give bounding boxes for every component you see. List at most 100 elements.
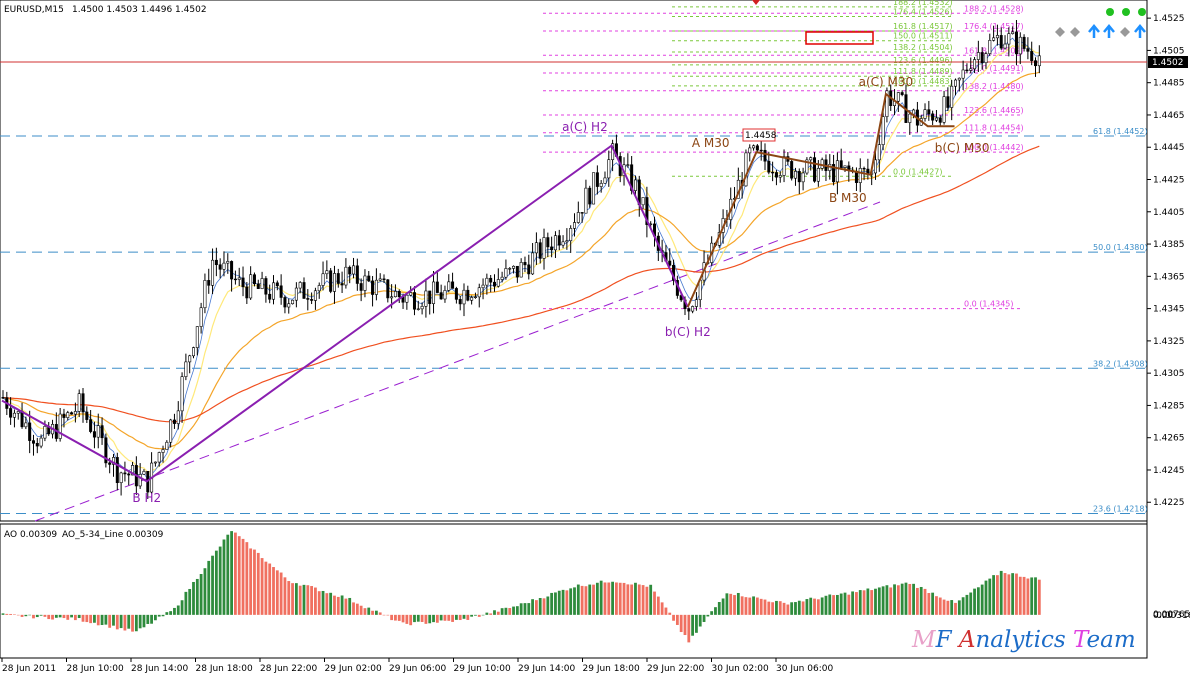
candle-body xyxy=(1018,36,1022,55)
x-tick-label: 29 Jun 14:00 xyxy=(518,664,575,674)
candle-body xyxy=(363,275,367,291)
candle-body xyxy=(466,289,470,301)
target-zone-box[interactable] xyxy=(805,31,874,45)
ao-bar xyxy=(843,592,847,615)
candlesticks xyxy=(1,20,1041,500)
candle-body xyxy=(66,412,70,418)
ao-bar xyxy=(70,614,73,618)
candle-body xyxy=(592,172,596,205)
candle-body xyxy=(62,413,66,418)
candle-body xyxy=(222,262,226,270)
candle-body xyxy=(39,437,43,447)
candle-body xyxy=(931,113,935,121)
ao-bar xyxy=(584,586,588,615)
ao-bar xyxy=(188,588,192,615)
ao-bar xyxy=(28,614,32,616)
ao-bar xyxy=(5,613,9,615)
ao-bar xyxy=(150,614,153,624)
candle-body xyxy=(359,283,363,291)
y-tick-label: 1.4245 xyxy=(1153,466,1185,476)
candle-body xyxy=(1,397,5,399)
candle-body xyxy=(908,113,912,123)
candle-body xyxy=(252,274,256,285)
y-tick-label: 1.4485 xyxy=(1153,79,1185,89)
candle-body xyxy=(16,411,20,414)
ao-bar xyxy=(279,572,283,615)
candle-body xyxy=(108,462,112,465)
ao-bar xyxy=(123,614,127,631)
candle-body xyxy=(329,270,333,292)
ao-bar xyxy=(371,610,374,615)
ao-bar xyxy=(13,614,16,615)
candle-body xyxy=(687,308,691,312)
x-tick-label: 28 Jun 2011 xyxy=(2,664,56,674)
candle-body xyxy=(626,164,630,166)
candle-body xyxy=(211,259,215,286)
ao-bar xyxy=(1015,573,1018,615)
x-tick-label: 30 Jun 02:00 xyxy=(712,664,769,674)
x-tick-label: 28 Jun 14:00 xyxy=(131,664,188,674)
ao-bar xyxy=(451,614,454,622)
ao-bar xyxy=(744,597,748,615)
candle-body xyxy=(1030,51,1034,61)
candle-body xyxy=(138,474,142,487)
wave-lines xyxy=(1,92,955,483)
candle-body xyxy=(420,306,424,310)
candle-body xyxy=(1011,31,1015,34)
candle-body xyxy=(542,237,546,259)
ao-bar xyxy=(218,546,222,615)
candle-body xyxy=(550,246,554,251)
ao-bar xyxy=(1,613,5,615)
candle-body xyxy=(492,281,496,287)
y-tick-label: 1.4385 xyxy=(1153,240,1185,250)
trend-line-dashed[interactable] xyxy=(34,201,881,522)
candle-body xyxy=(832,164,836,183)
ao-bar xyxy=(687,614,691,643)
ao-tick-label: 0.00 xyxy=(1153,611,1173,621)
ao-bar xyxy=(931,592,935,615)
ao-bar xyxy=(855,592,858,615)
ao-bar xyxy=(615,582,618,615)
candle-body xyxy=(397,291,401,298)
candle-body xyxy=(207,280,211,286)
ao-bar xyxy=(607,582,611,615)
ao-bar xyxy=(466,614,470,620)
main-pane[interactable] xyxy=(0,0,1148,522)
arrow-up-icon xyxy=(1134,24,1146,38)
candle-body xyxy=(694,299,698,307)
candle-body xyxy=(233,278,237,281)
ao-bar xyxy=(428,614,432,624)
candle-body xyxy=(226,261,230,264)
candle-body xyxy=(12,412,16,418)
candle-body xyxy=(184,361,188,377)
ao-value-label: AO 0.00309 xyxy=(4,530,57,540)
candle-body xyxy=(1007,33,1011,45)
ao-bar xyxy=(9,613,13,615)
ao-bar xyxy=(786,604,790,615)
candle-body xyxy=(515,265,519,278)
candle-body xyxy=(976,52,980,60)
candle-body xyxy=(755,145,759,151)
ao-bar xyxy=(622,582,626,615)
ao-bar xyxy=(984,580,988,615)
candle-body xyxy=(230,261,234,280)
ao-bar xyxy=(367,607,371,615)
ao-bar xyxy=(165,612,169,615)
ao-bar xyxy=(108,614,112,628)
ao-bar xyxy=(169,611,173,615)
ao-bar xyxy=(554,592,557,615)
fib-level-label: 111.8 (1.4489) xyxy=(893,67,953,76)
candle-body xyxy=(500,276,504,280)
fib-level-label: 0.0 (1.4345) xyxy=(964,300,1014,309)
ao-bar xyxy=(717,602,721,615)
ao-bar xyxy=(767,601,771,615)
ma-mid-line xyxy=(2,71,1040,450)
ao-bar xyxy=(154,614,157,621)
candle-body xyxy=(607,159,611,179)
candle-body xyxy=(451,281,455,289)
ao-bar xyxy=(695,614,698,633)
ao-bar xyxy=(637,584,641,615)
ao-bar xyxy=(969,592,973,615)
candle-body xyxy=(111,457,115,465)
